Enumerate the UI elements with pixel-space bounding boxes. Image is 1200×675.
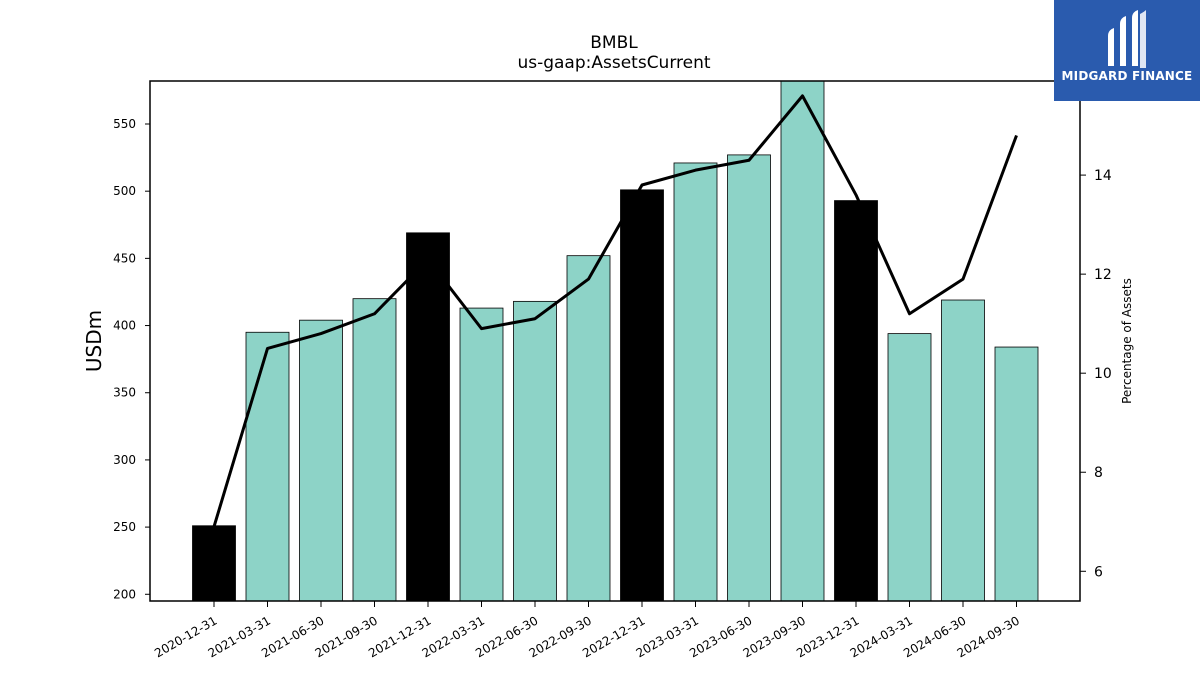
- bar-2020-12-31: [192, 525, 236, 602]
- x-axis: 2020-12-312021-03-312021-06-302021-09-30…: [152, 601, 1022, 660]
- bar-2024-06-30: [941, 299, 985, 602]
- bar-2023-03-31: [673, 162, 718, 602]
- bar-2021-09-30: [352, 298, 397, 602]
- y-tick-label: 350: [113, 386, 136, 400]
- bar-2023-09-30: [780, 80, 825, 602]
- y2-axis-label: Percentage of Assets: [1120, 278, 1134, 404]
- chart-subtitle: us-gaap:AssetsCurrent: [517, 53, 710, 73]
- brand-name: MIDGARD FINANCE: [1061, 69, 1193, 83]
- y-tick-label: 250: [113, 520, 136, 534]
- bar-2022-03-31: [459, 307, 504, 602]
- percentage-line: [212, 94, 1018, 528]
- bar-2022-06-30: [513, 300, 557, 602]
- line-series: [212, 94, 1018, 528]
- bar-2021-03-31: [245, 331, 290, 602]
- bar-2021-06-30: [299, 319, 343, 602]
- bar-2022-09-30: [566, 255, 611, 602]
- y-tick-label: 400: [113, 319, 136, 333]
- y-tick-label: 200: [113, 587, 136, 601]
- bar-2023-06-30: [727, 154, 771, 602]
- brand-logo: MIDGARD FINANCE: [1054, 0, 1200, 101]
- bar-series: [192, 80, 1039, 602]
- y-axis-label: USDm: [82, 310, 106, 372]
- y2-tick-label: 14: [1094, 168, 1112, 184]
- y-tick-label: 500: [113, 184, 136, 198]
- bar-2024-03-31: [887, 333, 932, 602]
- y-tick-label: 450: [113, 251, 136, 265]
- y-tick-label: 300: [113, 453, 136, 467]
- chart-title: BMBL: [590, 33, 638, 53]
- y2-tick-label: 6: [1094, 564, 1103, 580]
- y-tick-label: 550: [113, 117, 136, 131]
- bar-2024-09-30: [994, 346, 1039, 602]
- bar-2021-12-31: [406, 232, 450, 602]
- y-axis-right: 6 8 10 12 14: [1080, 168, 1112, 580]
- plot-frame: [149, 80, 1081, 602]
- bar-2022-12-31: [620, 189, 664, 602]
- midgard-logo-icon: [1108, 10, 1146, 68]
- y2-tick-label: 12: [1094, 267, 1112, 283]
- y-axis-left: 200 250 300 350 400 450 500 550: [113, 117, 150, 601]
- y2-tick-label: 8: [1094, 465, 1103, 481]
- y2-tick-label: 10: [1094, 366, 1112, 382]
- bar-2023-12-31: [834, 200, 878, 602]
